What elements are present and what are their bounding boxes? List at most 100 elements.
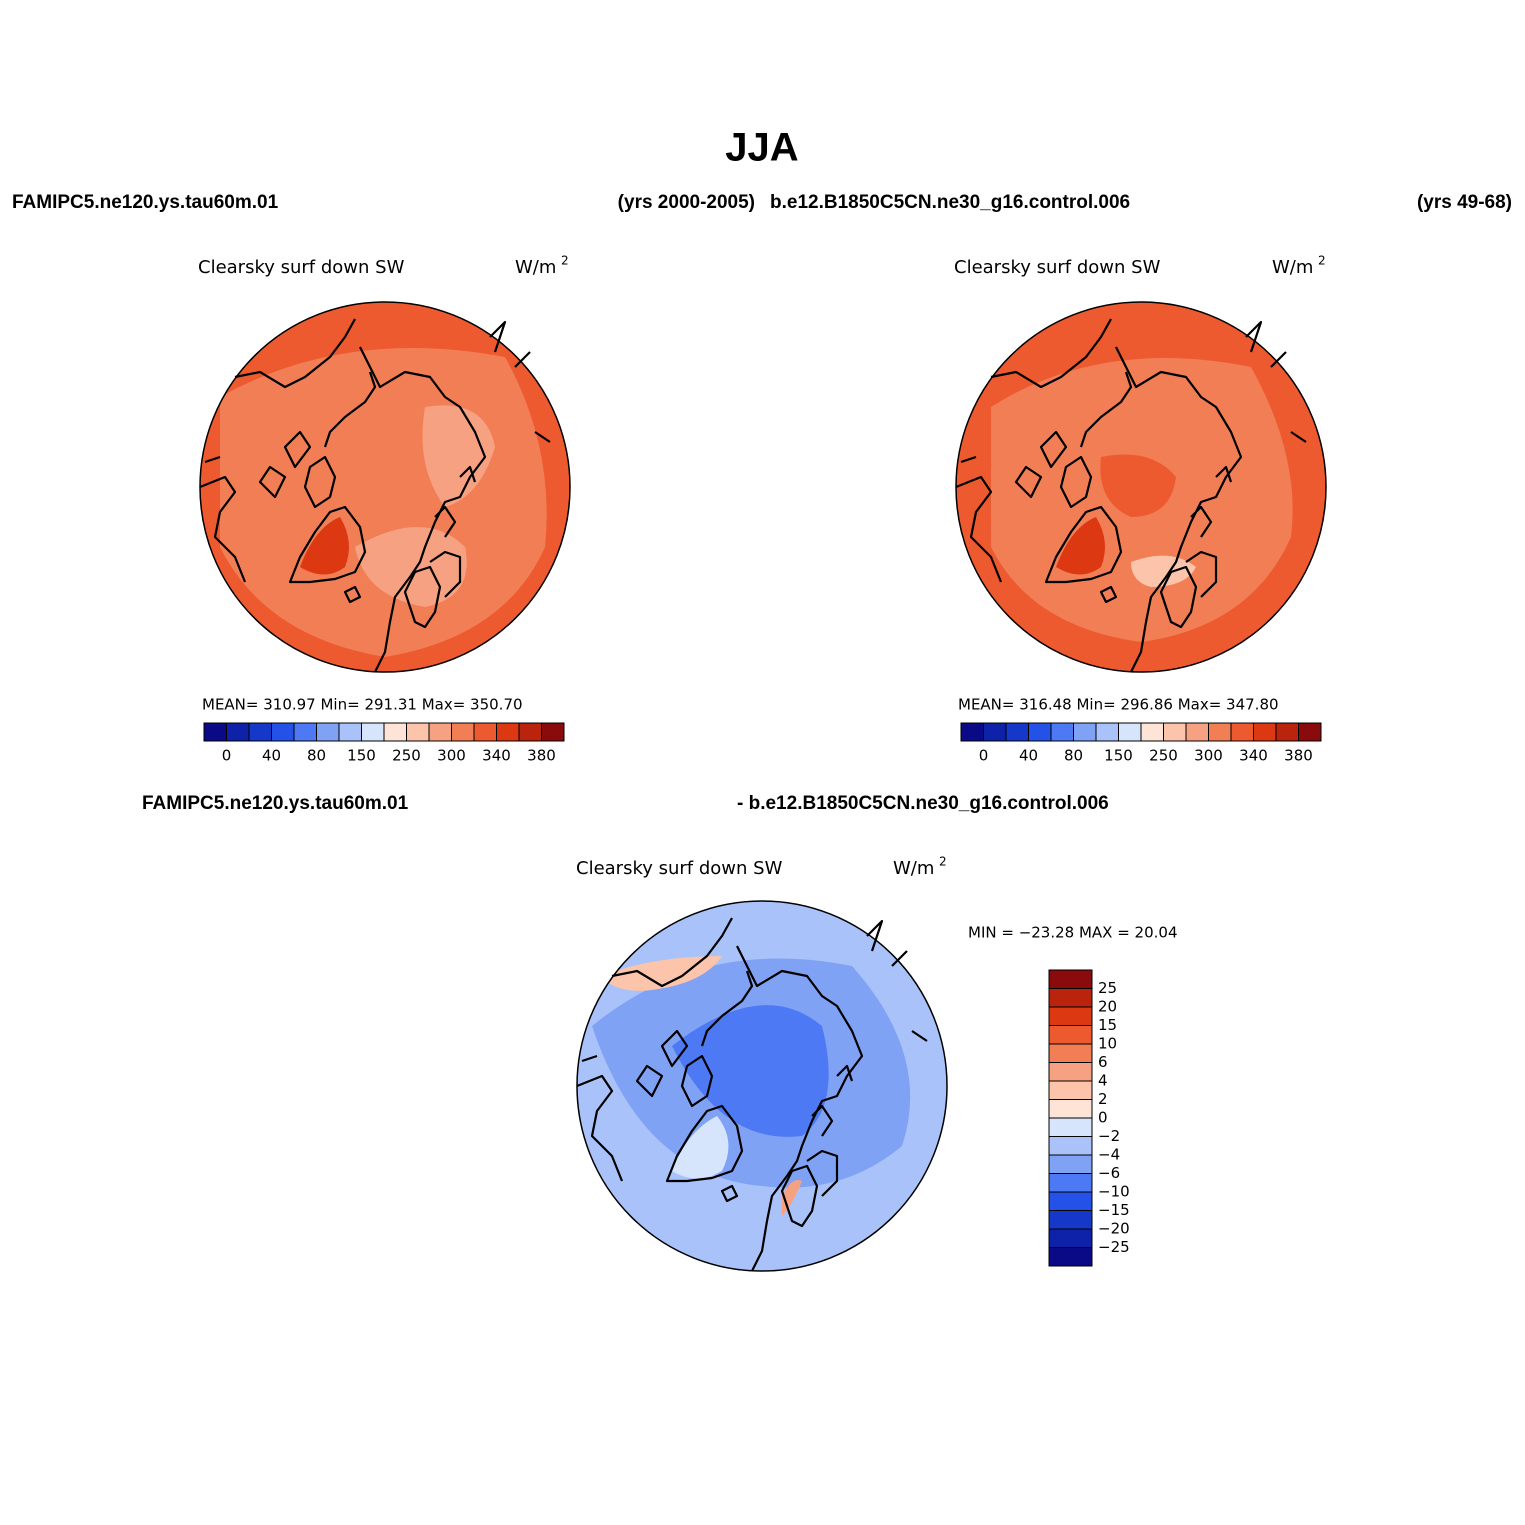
figure-title: JJA <box>725 126 798 170</box>
variable-label: Clearsky surf down SW <box>576 858 783 879</box>
case-label: FAMIPC5.ne120.ys.tau60m.01 <box>142 793 409 814</box>
colorbar-label: 0 <box>979 747 989 765</box>
colorbar-box <box>203 722 227 742</box>
colorbar-label: 380 <box>1284 747 1313 765</box>
colorbar-box <box>1048 1006 1093 1026</box>
units-exponent: 2 <box>1318 254 1326 268</box>
colorbar-box <box>960 722 984 742</box>
colorbar-box <box>338 722 362 742</box>
case-label: b.e12.B1850C5CN.ne30_g16.control.006 <box>770 192 1130 213</box>
colorbar-label: 250 <box>392 747 421 765</box>
colorbar-label: 340 <box>482 747 511 765</box>
colorbar: 0 40 80 150 250 300 340 380 <box>203 722 565 765</box>
stats-label: MIN = −23.28 MAX = 20.04 <box>968 924 1178 942</box>
colorbar-label: 15 <box>1098 1016 1117 1034</box>
colorbar-box <box>248 722 272 742</box>
units-exponent: 2 <box>561 254 569 268</box>
colorbar-box <box>1005 722 1029 742</box>
colorbar-box <box>1048 1117 1093 1137</box>
colorbar-box <box>361 722 385 742</box>
colorbar-box <box>1095 722 1119 742</box>
colorbar-box <box>1298 722 1322 742</box>
colorbar-label: 340 <box>1239 747 1268 765</box>
stats-label: MEAN= 316.48 Min= 296.86 Max= 347.80 <box>958 696 1279 714</box>
colorbar-box <box>1050 722 1074 742</box>
colorbar-box <box>406 722 430 742</box>
colorbar-label: 380 <box>527 747 556 765</box>
colorbar-label: 80 <box>307 747 326 765</box>
colorbar-box <box>1073 722 1097 742</box>
colorbar-box <box>518 722 542 742</box>
colorbar-box <box>1048 1136 1093 1156</box>
colorbar-label: 80 <box>1064 747 1083 765</box>
colorbar-label: 20 <box>1098 998 1117 1016</box>
colorbar-box <box>1028 722 1052 742</box>
colorbar-box <box>383 722 407 742</box>
colorbar-box <box>1048 1210 1093 1230</box>
colorbar-box <box>1163 722 1187 742</box>
colorbar-label: 150 <box>347 747 376 765</box>
colorbar-box <box>983 722 1007 742</box>
map <box>198 301 571 674</box>
colorbar-box <box>1253 722 1277 742</box>
colorbar-label: 4 <box>1098 1072 1108 1090</box>
colorbar-box <box>541 722 565 742</box>
colorbar-box <box>428 722 452 742</box>
colorbar-box <box>1140 722 1164 742</box>
map <box>575 900 948 1273</box>
colorbar-box <box>1048 1191 1093 1211</box>
years-label: (yrs 49-68) <box>1417 192 1512 213</box>
colorbar-box <box>1118 722 1142 742</box>
colorbar-box <box>293 722 317 742</box>
colorbar-box <box>1048 1062 1093 1082</box>
colorbar-label: −25 <box>1098 1238 1130 1256</box>
colorbar-label: −6 <box>1098 1164 1120 1182</box>
colorbar-box <box>271 722 295 742</box>
colorbar-label: 25 <box>1098 979 1117 997</box>
colorbar-box <box>316 722 340 742</box>
colorbar-label: 6 <box>1098 1053 1108 1071</box>
colorbar-box <box>1185 722 1209 742</box>
colorbar-box <box>1048 969 1093 989</box>
units-exponent: 2 <box>939 855 947 869</box>
colorbar-box <box>1048 1080 1093 1100</box>
variable-label: Clearsky surf down SW <box>954 257 1161 278</box>
colorbar-box <box>1208 722 1232 742</box>
colorbar: 0 40 80 150 250 300 340 380 <box>960 722 1322 765</box>
years-label: (yrs 2000-2005) <box>618 192 755 213</box>
case-label: FAMIPC5.ne120.ys.tau60m.01 <box>12 192 279 213</box>
colorbar-box <box>1048 1247 1093 1267</box>
colorbar-box <box>1048 1154 1093 1174</box>
map <box>954 301 1327 674</box>
colorbar-label: −15 <box>1098 1201 1130 1219</box>
units-label: W/m <box>515 257 556 278</box>
units-label: W/m <box>893 858 934 879</box>
colorbar-label: 10 <box>1098 1035 1117 1053</box>
colorbar-box <box>226 722 250 742</box>
colorbar-label: 40 <box>262 747 281 765</box>
units-label: W/m <box>1272 257 1313 278</box>
colorbar-label: −2 <box>1098 1127 1120 1145</box>
colorbar-box <box>1048 1099 1093 1119</box>
colorbar-label: 300 <box>437 747 466 765</box>
colorbar-box <box>1048 1043 1093 1063</box>
colorbar-box <box>473 722 497 742</box>
colorbar-box <box>1048 1228 1093 1248</box>
colorbar-box <box>1048 1173 1093 1193</box>
colorbar-box <box>451 722 475 742</box>
colorbar-label: −4 <box>1098 1146 1120 1164</box>
colorbar-label: 150 <box>1104 747 1133 765</box>
colorbar-label: 0 <box>1098 1109 1108 1127</box>
colorbar-label: 250 <box>1149 747 1178 765</box>
stats-label: MEAN= 310.97 Min= 291.31 Max= 350.70 <box>202 696 523 714</box>
variable-label: Clearsky surf down SW <box>198 257 405 278</box>
colorbar-label: −10 <box>1098 1183 1130 1201</box>
colorbar-box <box>496 722 520 742</box>
colorbar-label: 40 <box>1019 747 1038 765</box>
colorbar-box <box>1048 988 1093 1008</box>
case-label: - b.e12.B1850C5CN.ne30_g16.control.006 <box>737 793 1109 814</box>
colorbar-box <box>1230 722 1254 742</box>
colorbar-label: 2 <box>1098 1090 1108 1108</box>
colorbar-label: 0 <box>222 747 232 765</box>
